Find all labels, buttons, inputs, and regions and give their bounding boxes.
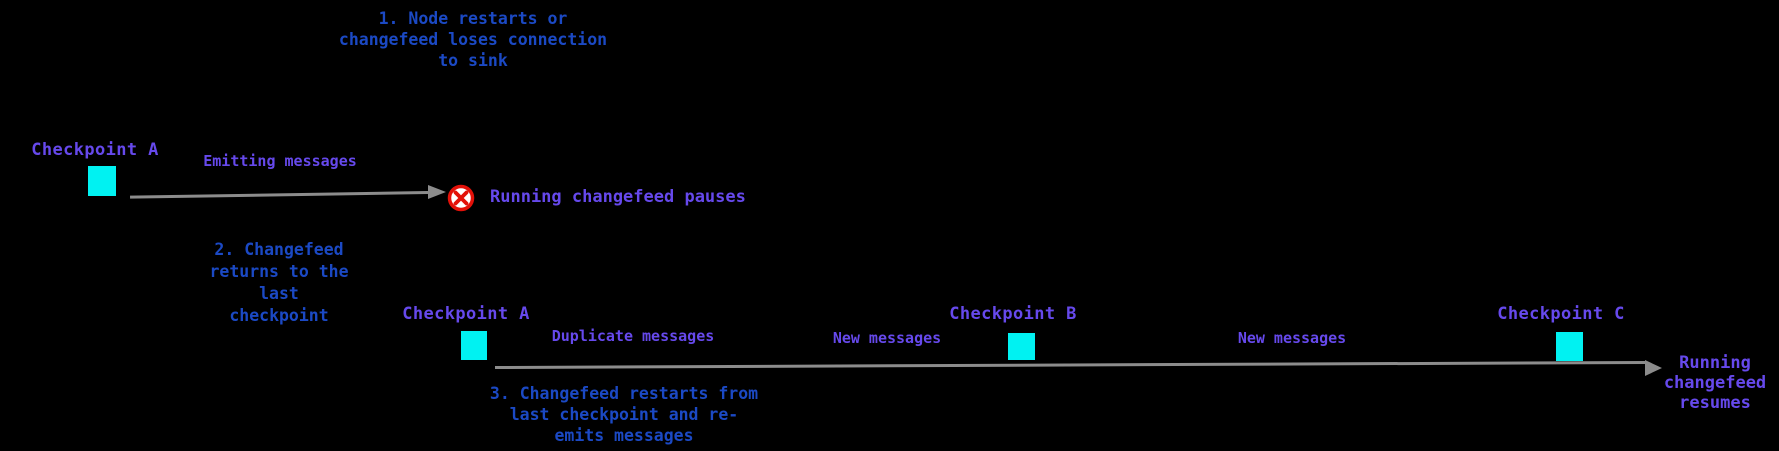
note-step1: 1. Node restarts or changefeed loses con…: [338, 9, 608, 70]
cancel-circle-x-icon: [447, 184, 475, 212]
note-step2: 2. Changefeed returns to the last checkp…: [209, 240, 349, 325]
checkpoint-b-marker: [1008, 333, 1035, 360]
duplicate-messages-label: Duplicate messages: [551, 327, 715, 345]
note-step3: 3. Changefeed restarts from last checkpo…: [489, 384, 759, 445]
checkpoint-a-marker-bottom: [461, 331, 487, 360]
checkpoint-a-marker-top: [88, 166, 116, 196]
checkpoint-a-label-bottom: Checkpoint A: [402, 304, 530, 324]
running-changefeed-pauses-label: Running changefeed pauses: [490, 187, 746, 207]
checkpoint-b-label: Checkpoint B: [949, 304, 1077, 324]
right-arrow-icon: [428, 185, 446, 199]
new-messages-label-1: New messages: [832, 329, 942, 347]
timeline-top-line: [130, 191, 429, 199]
new-messages-label-2: New messages: [1237, 329, 1347, 347]
running-changefeed-resumes-label: Running changefeed resumes: [1663, 353, 1767, 413]
checkpoint-a-label-top: Checkpoint A: [31, 140, 159, 160]
checkpoint-c-marker: [1556, 332, 1583, 361]
checkpoint-c-label: Checkpoint C: [1497, 304, 1625, 324]
right-arrow-icon: [1645, 360, 1662, 376]
emitting-messages-label: Emitting messages: [203, 152, 357, 170]
timeline-bottom-line: [494, 360, 1645, 369]
